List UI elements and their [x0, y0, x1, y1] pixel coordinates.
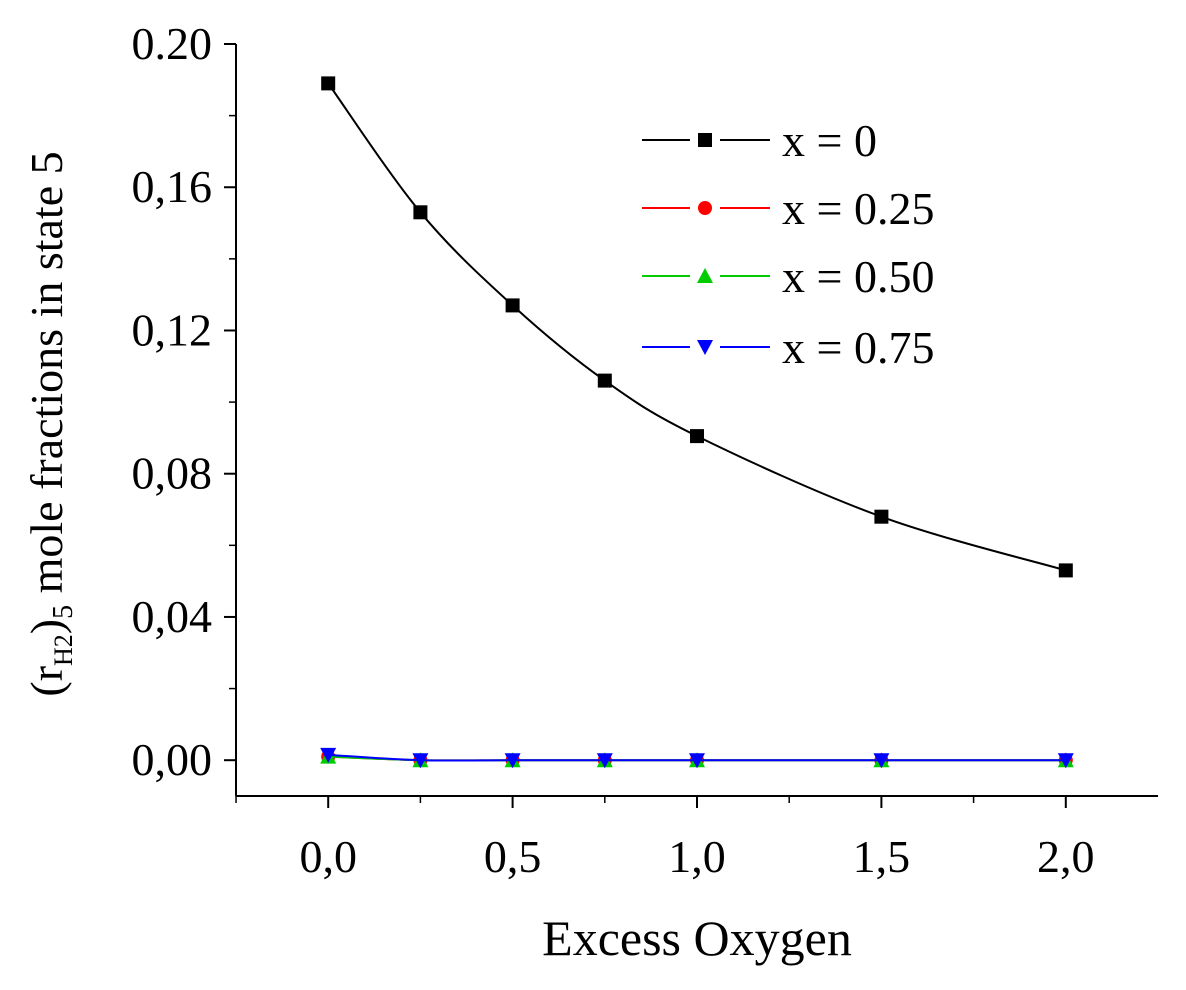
data-point [321, 76, 336, 91]
y-axis-label-open: (r [21, 666, 72, 697]
x-axis-label: Excess Oxygen [542, 910, 852, 966]
data-point [596, 753, 613, 769]
series-line [327, 82, 1067, 572]
y-tick-label: 0,12 [132, 304, 213, 355]
x-tick-label: 2,0 [1037, 831, 1095, 882]
data-point [690, 429, 704, 444]
legend-label: x = 0.50 [782, 251, 934, 302]
y-axis-label: (rH2)5 mole fractions in state 5 [21, 151, 79, 696]
data-point [689, 753, 705, 769]
axis-ticks: 0,0 0,5 1,0 1,5 2,0 0,00 0,04 0,08 0,12 0,16 0.20 [132, 18, 1095, 882]
y-tick-label: 0,04 [132, 591, 213, 642]
legend-marker [698, 201, 712, 215]
y-axis-label-sub: H2 [49, 634, 78, 666]
legend: x = 0 x = 0.25 x = 0.50 x = 0.75 [642, 115, 934, 373]
data-point [504, 753, 521, 769]
legend-item: x = 0.75 [642, 322, 934, 373]
x-tick-label: 1,5 [853, 831, 911, 882]
data-point [505, 298, 520, 313]
y-tick-label: 0.20 [132, 18, 213, 69]
legend-label: x = 0.25 [782, 183, 934, 234]
legend-marker [697, 268, 713, 283]
x-tick-label: 0,5 [484, 831, 542, 882]
data-point [413, 205, 428, 220]
legend-item: x = 0.50 [642, 251, 934, 302]
data-point [1058, 563, 1073, 578]
data-point [1057, 753, 1074, 769]
data-point [320, 747, 337, 763]
legend-marker [698, 133, 712, 147]
series-layer [320, 76, 1074, 769]
x-tick-label: 0,0 [299, 831, 357, 882]
x-tick-label: 1,0 [668, 831, 726, 882]
series-0 [321, 76, 1073, 578]
plot-frame [235, 44, 1158, 797]
data-point [412, 753, 429, 769]
data-point [874, 509, 889, 524]
y-tick-label: 0,00 [132, 734, 213, 785]
legend-marker [697, 340, 713, 355]
legend-label: x = 0 [782, 115, 877, 166]
data-point [597, 373, 612, 388]
y-axis-label-rest: mole fractions in state 5 [21, 151, 72, 605]
series-3 [320, 747, 1074, 769]
legend-item: x = 0 [642, 115, 877, 166]
legend-label: x = 0.75 [782, 322, 934, 373]
y-axis-label-close: ) [21, 619, 72, 634]
y-tick-label: 0,16 [132, 161, 213, 212]
legend-item: x = 0.25 [642, 183, 934, 234]
y-tick-label: 0,08 [132, 448, 213, 499]
data-point [873, 753, 890, 769]
y-axis-label-sub2: 5 [48, 605, 79, 619]
